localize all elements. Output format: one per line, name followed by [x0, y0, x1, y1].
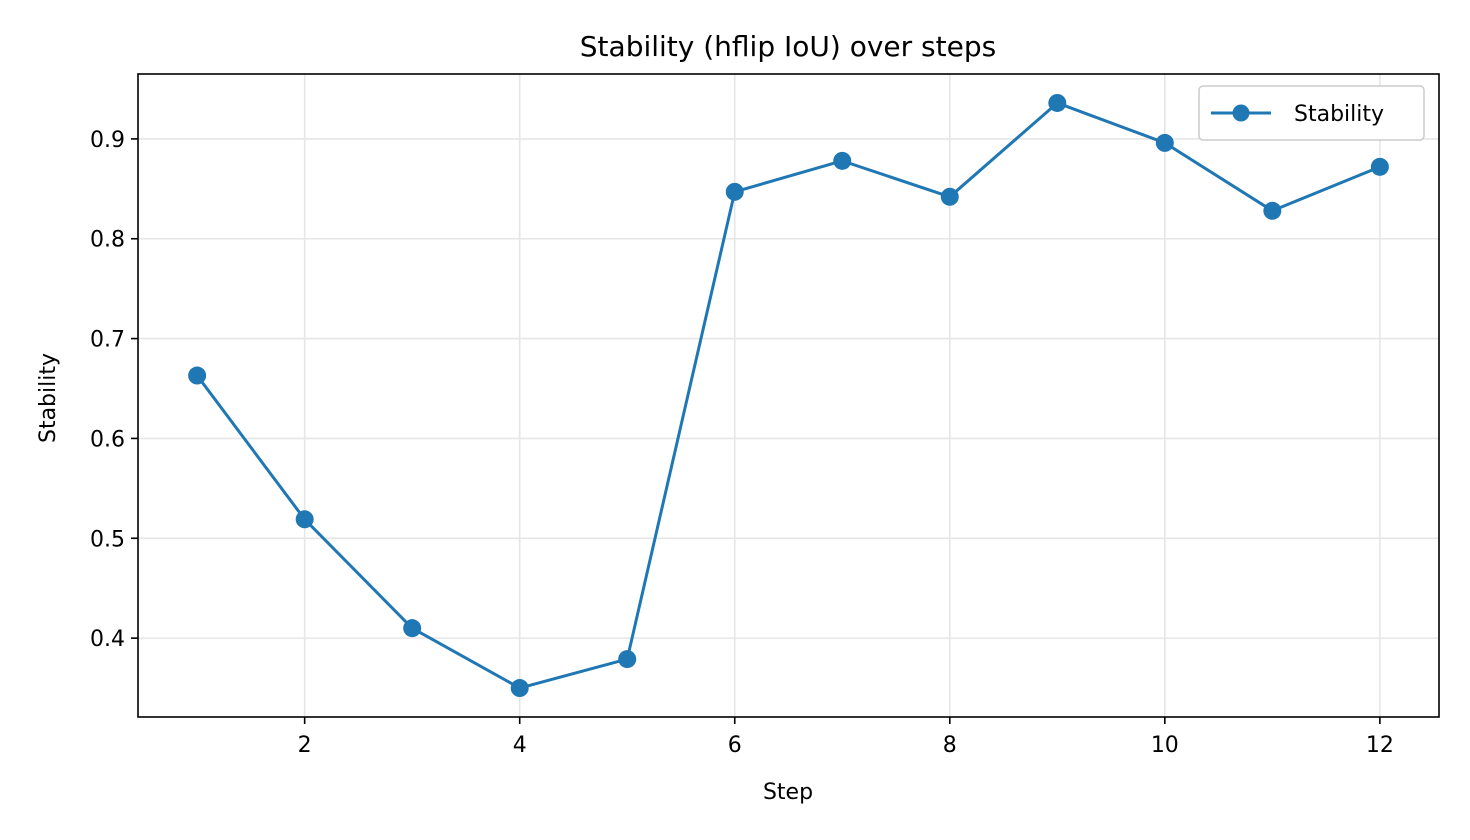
data-point	[403, 619, 422, 638]
x-tick-label: 2	[298, 733, 312, 758]
x-tick-label: 4	[513, 733, 527, 758]
data-point	[940, 187, 959, 206]
y-tick-label: 0.6	[90, 427, 125, 452]
series-line	[195, 101, 1381, 690]
data-point	[1263, 201, 1282, 220]
data-point	[1155, 133, 1174, 152]
data-point	[1370, 157, 1389, 176]
y-tick-label: 0.7	[90, 328, 125, 353]
y-axis-label: Stability	[36, 353, 61, 443]
legend-marker-swatch	[1232, 104, 1250, 122]
x-tick-label: 12	[1366, 733, 1394, 758]
chart-title: Stability (hflip IoU) over steps	[580, 30, 996, 63]
series-layer	[188, 93, 1389, 698]
legend-box	[1198, 85, 1425, 141]
x-axis-label: Step	[763, 780, 813, 805]
x-tick-label: 6	[728, 733, 742, 758]
legend: Stability	[1198, 85, 1425, 141]
data-point	[1048, 93, 1067, 112]
x-tick-label: 10	[1151, 733, 1179, 758]
data-point	[295, 510, 314, 529]
data-point	[725, 182, 744, 201]
y-tick-label: 0.8	[90, 228, 125, 253]
data-point	[510, 679, 529, 698]
y-tick-label: 0.5	[90, 527, 125, 552]
data-point	[618, 650, 637, 669]
y-tick-label: 0.9	[90, 128, 125, 153]
grid-layer	[138, 74, 1439, 717]
data-point	[833, 151, 852, 170]
data-point	[188, 366, 207, 385]
y-tick-label: 0.4	[90, 627, 125, 652]
plot-frame	[137, 73, 1440, 718]
x-tick-label: 8	[943, 733, 957, 758]
tick-layer: 2 4 6 8 10 12 0.4 0.5 0.6 0.7 0.8 0.9	[90, 128, 1394, 758]
legend-entry-label: Stability	[1294, 102, 1384, 127]
